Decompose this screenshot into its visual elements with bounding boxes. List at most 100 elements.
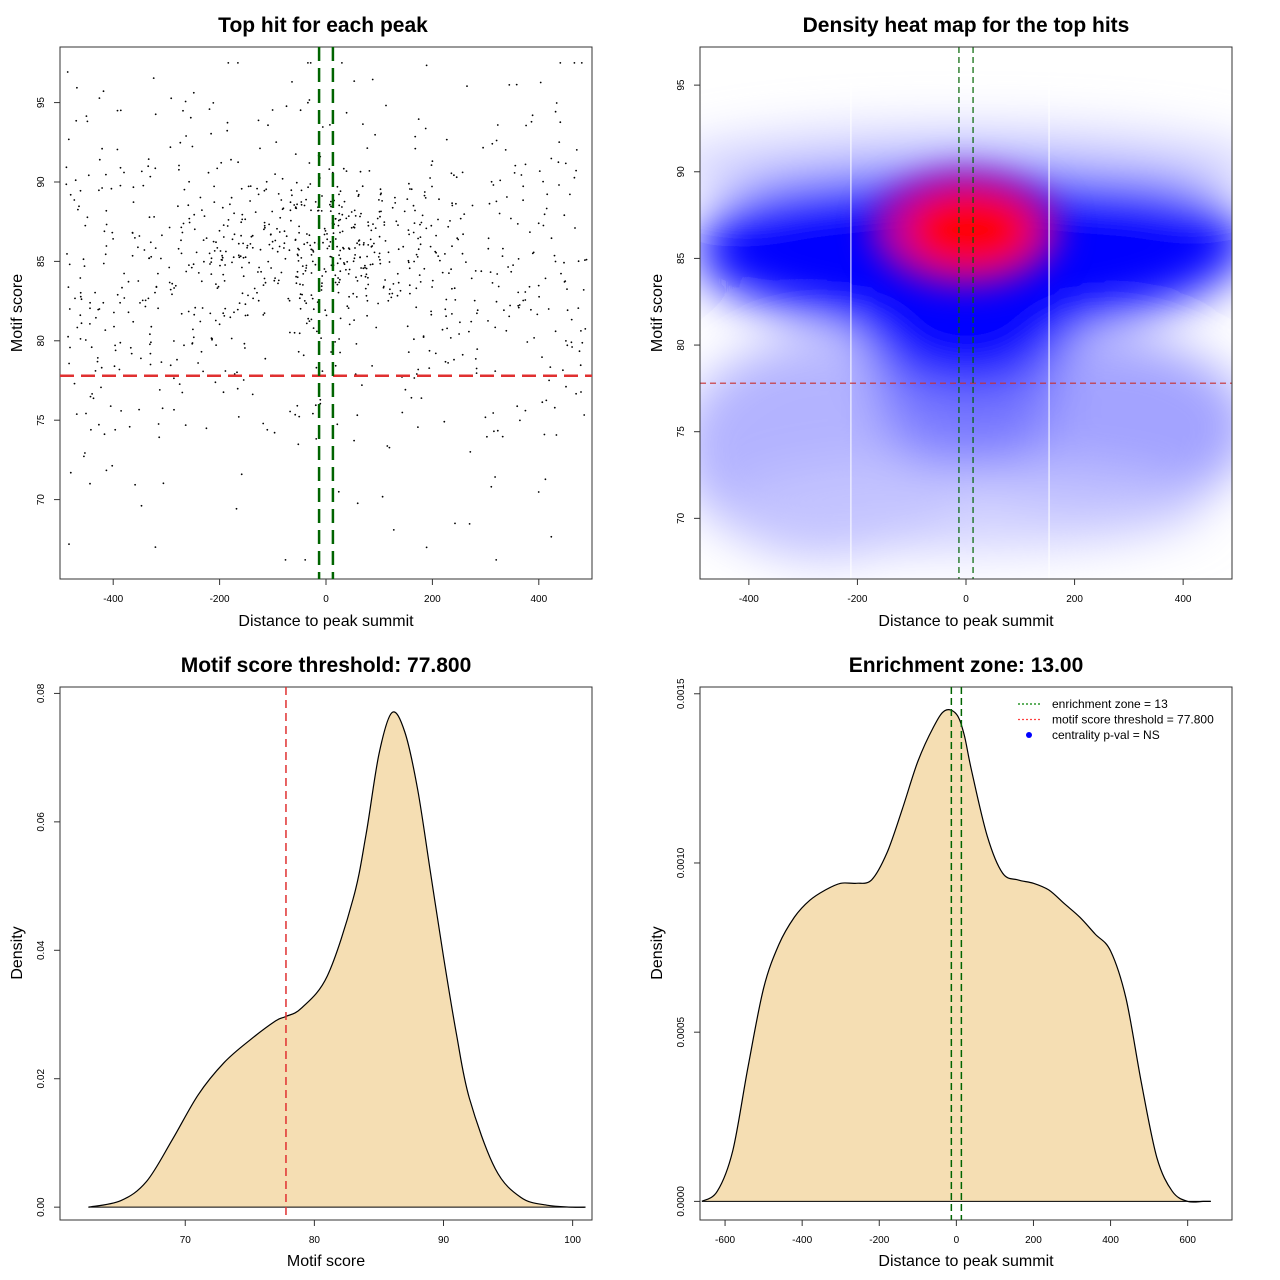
scatter-point [226,129,229,132]
scatter-point [371,365,373,367]
scatter-point [123,297,126,299]
scatter-point [321,275,324,277]
scatter-point [350,211,353,213]
scatter-point [451,202,453,205]
distance-density-title: Enrichment zone: 13.00 [849,654,1084,677]
scatter-point [430,313,433,316]
scatter-point [494,326,497,329]
scatter-point [68,308,71,310]
scatter-point [562,369,564,372]
scatter-point [522,299,525,302]
scatter-point [366,255,368,258]
scatter-point [83,455,85,458]
scatter-point [328,245,331,248]
scatter-point [417,237,419,240]
scatter-point [580,391,582,393]
scatter-point [263,189,266,192]
scatter-point [323,233,326,236]
scatter-point [229,203,231,206]
scatter-point [209,263,211,265]
scatter-point [391,206,394,209]
scatter-point [451,204,454,207]
scatter-point [569,193,571,196]
scatter-point [224,370,227,372]
scatter-point [386,445,389,447]
scatter-point [334,217,337,220]
x-tick-label: 200 [1066,594,1083,605]
scatter-point [407,259,410,262]
scatter-point [537,491,540,493]
score-density-panel: Motif score threshold: 77.800 70 80 90 100 0… [9,654,593,1270]
scatter-point [210,257,213,260]
scatter-point [241,213,244,216]
scatter-point [200,350,203,353]
scatter-point [329,124,331,126]
scatter-point [566,344,569,347]
x-tick-label: 90 [438,1235,450,1246]
x-tick-label: 100 [564,1235,581,1246]
scatter-point [149,352,152,355]
scatter-point [270,233,272,236]
scatter-point [474,358,477,360]
scatter-point [585,258,588,261]
scatter-point [152,77,155,79]
scatter-point [412,204,415,207]
scatter-point [529,231,531,234]
scatter-point [169,364,172,367]
scatter-point [410,396,413,399]
scatter-point [384,279,386,281]
scatter-point [288,249,291,252]
scatter-point [415,253,418,256]
scatter-point [237,242,240,245]
scatter-point [258,266,260,269]
scatter-point [322,241,324,244]
scatter-point [154,291,156,294]
scatter-point [119,184,122,187]
scatter-point [274,239,277,242]
scatter-point [544,277,547,280]
scatter-point [105,245,108,247]
scatter-point [355,276,357,279]
scatter-point [242,379,245,381]
scatter-point [337,490,340,493]
scatter-point [222,224,225,227]
scatter-point [449,220,451,222]
scatter-point [378,252,381,255]
scatter-point [188,221,191,224]
scatter-point [285,105,288,108]
scatter-point [362,123,364,125]
scatter-point [380,210,382,213]
scatter-point [84,339,87,341]
scatter-point [431,185,433,188]
scatter-point [142,184,145,187]
scatter-point [550,237,553,240]
scatter-point [256,187,258,190]
scatter-point [423,194,426,197]
scatter-point [341,230,344,233]
scatter-point [257,299,260,302]
scatter-point [223,315,226,317]
scatter-point [140,170,143,173]
scatter-point [221,254,224,257]
y-tick-label: 70 [676,512,687,524]
scatter-point [123,272,125,275]
scatter-point [575,149,578,151]
scatter-point [118,368,121,371]
scatter-point [450,268,452,271]
scatter-point [169,288,172,291]
scatter-point [173,340,175,342]
y-tick-label: 0.0015 [676,678,687,709]
scatter-point [373,251,376,254]
scatter-point [291,194,293,197]
scatter-point [343,262,345,264]
scatter-point [290,189,293,192]
scatter-point [232,256,235,259]
scatter-point [274,173,276,176]
scatter-point [474,270,477,272]
score-density-area [88,687,586,1220]
scatter-point [128,425,131,428]
scatter-point [265,188,268,191]
scatter-point [257,271,259,273]
scatter-point [496,273,499,275]
scatter-point [341,206,343,208]
